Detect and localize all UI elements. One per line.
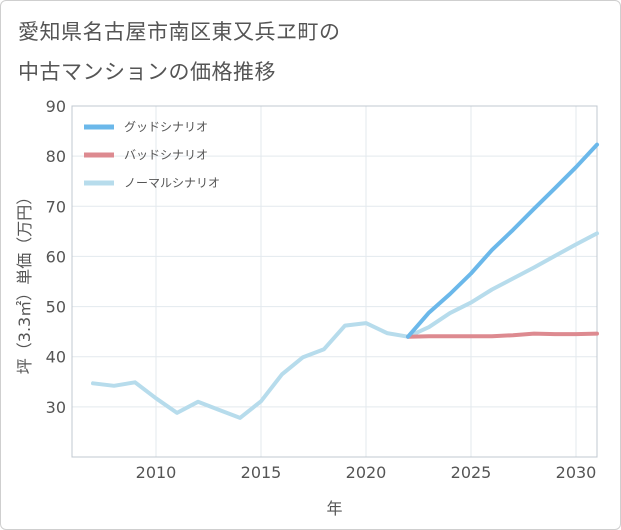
- y-tick-label: 40: [46, 348, 66, 367]
- axis-ticks: 30 40 50 60 70 80 90 2010 2015 2020 2025 2030: [46, 97, 597, 482]
- y-axis-title: 坪（3.3㎡）単価（万円）: [15, 189, 34, 374]
- y-tick-label: 90: [46, 97, 66, 116]
- y-tick-label: 70: [46, 197, 66, 216]
- y-tick-label: 50: [46, 298, 66, 317]
- x-tick-label: 2030: [556, 463, 597, 482]
- series-line-1: [406, 142, 599, 339]
- legend-label: グッドシナリオ: [124, 120, 208, 134]
- chart-title-line-2: 中古マンションの価格推移: [18, 60, 276, 84]
- data-series: [91, 142, 599, 420]
- x-tick-label: 2015: [241, 463, 282, 482]
- series-line-3: [91, 231, 599, 420]
- x-tick-label: 2025: [451, 463, 492, 482]
- y-tick-label: 60: [46, 247, 66, 266]
- plot-area: [71, 105, 598, 458]
- x-axis-title: 年: [326, 499, 342, 518]
- chart-title-line-1: 愛知県名古屋市南区東又兵ヱ町の: [18, 20, 341, 44]
- x-tick-label: 2010: [136, 463, 177, 482]
- y-tick-label: 30: [46, 398, 66, 417]
- y-tick-label: 80: [46, 147, 66, 166]
- series-line-2: [406, 331, 599, 339]
- legend-label: バッドシナリオ: [124, 148, 208, 162]
- x-tick-label: 2020: [346, 463, 387, 482]
- legend-label: ノーマルシナリオ: [124, 176, 220, 190]
